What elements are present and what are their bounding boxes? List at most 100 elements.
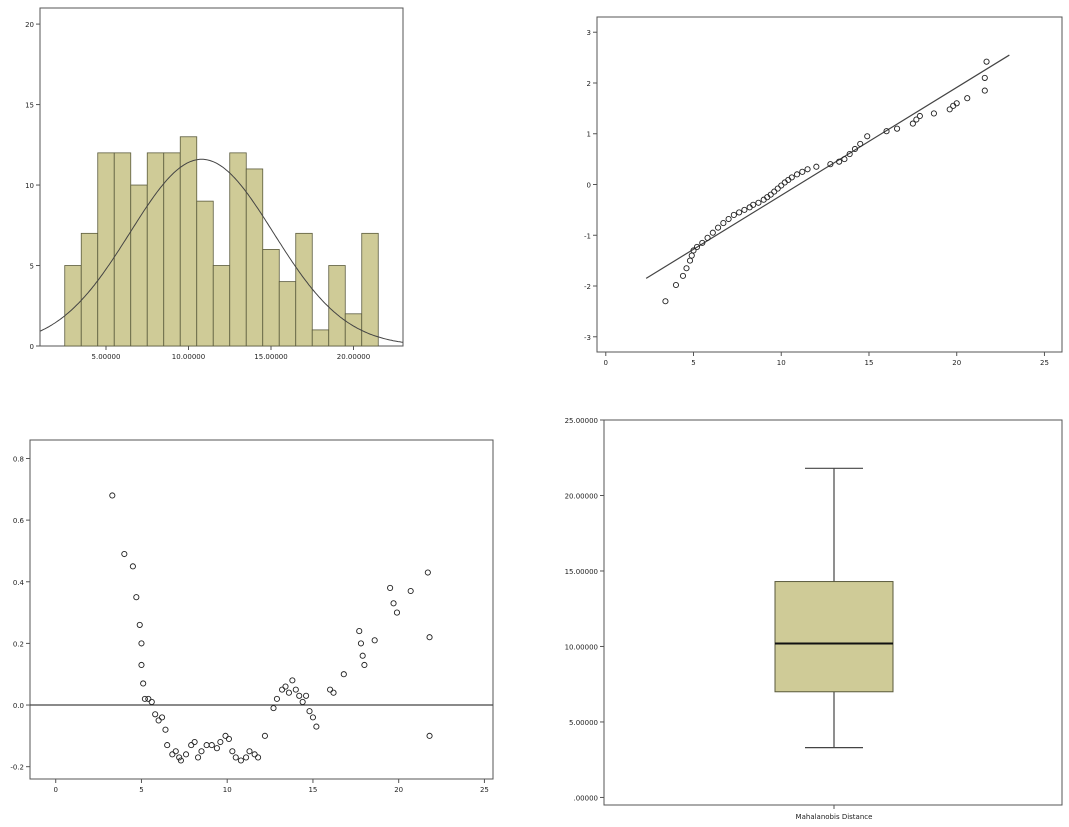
data-point [289,677,296,684]
x-tick-label: 15 [308,786,317,794]
y-tick-label: 3 [587,29,591,37]
data-point [679,272,687,279]
x-tick-label: 5.00000 [92,353,121,361]
interquartile-box [774,581,894,693]
data-point [152,711,159,718]
data-point [176,754,183,761]
y-tick-label: 0.6 [13,517,25,525]
data-point [327,686,334,693]
data-point [340,671,347,678]
data-point [983,58,990,65]
x-tick-label: 25 [1040,359,1049,367]
histogram-bar [361,232,379,347]
data-point [140,680,147,687]
histogram-bar [97,152,115,347]
data-point [741,206,748,213]
data-point [424,569,431,576]
data-point [133,594,140,601]
data-point [683,265,690,272]
data-point [191,738,198,746]
y-tick-label: 5.00000 [569,719,598,727]
data-point [750,201,757,208]
x-tick-label: 25 [480,786,489,794]
data-point [188,742,195,749]
data-point [208,742,215,749]
data-point [981,74,988,81]
x-axis-label: Mahalanobis Distance [796,813,873,821]
histogram-bar [212,265,231,347]
data-point [846,150,853,158]
y-tick-label: 25.00000 [565,417,598,425]
data-point [246,748,253,755]
data-point [158,714,166,721]
data-point [229,748,236,755]
data-point [172,748,179,755]
x-tick-label: 15 [865,359,874,367]
normal-curve [39,158,404,343]
x-tick-label: 20 [952,359,961,367]
data-point [356,628,363,635]
data-point [162,726,169,733]
data-point [426,732,433,739]
data-point [261,732,268,739]
y-tick-label: 2 [587,80,591,88]
data-point [359,652,366,659]
y-tick-label: -2 [584,283,591,291]
histogram-panel: 5.00000 10.00000 15.00000 20.00000 0 5 10 15 20 [25,7,404,361]
y-tick-label: 15 [25,102,34,110]
data-point [145,695,152,702]
data-point [225,735,232,742]
histogram-bar [311,329,330,347]
data-point [788,174,795,181]
data-point [804,166,811,173]
reference-line [645,54,1010,279]
data-point [299,698,306,706]
histogram-bar [64,265,82,347]
x-tick-label: 0 [53,786,57,794]
y-tick-label: 0.8 [13,455,24,463]
data-point [292,686,299,693]
histogram-bar [146,152,165,347]
data-point [232,754,239,761]
data-point [296,692,303,699]
data-point [393,609,401,616]
data-point [243,754,250,761]
data-point [672,281,680,289]
data-point [357,640,365,647]
y-tick-label: 5 [30,263,34,271]
data-point [279,686,286,693]
data-point [138,640,145,647]
data-point [313,723,320,730]
plot-frame [596,16,1063,353]
data-point [306,708,313,715]
data-point [720,220,727,227]
y-tick-label: 20 [25,21,34,29]
data-point [148,698,155,706]
data-point [129,563,136,570]
y-tick-label: -0.2 [10,764,24,772]
y-tick-label: 15.00000 [565,568,598,576]
histogram-bar [113,152,132,347]
x-tick-label: 5 [139,786,143,794]
y-tick-label: -1 [584,232,591,240]
data-point [778,182,785,189]
x-tick-label: 5 [691,359,695,367]
data-point [755,199,762,206]
data-point [282,683,289,690]
x-tick-label: 15.00000 [254,353,287,361]
data-point [767,191,774,198]
data-point [330,689,337,696]
data-point [213,745,220,752]
data-point [285,689,292,696]
data-point [916,112,923,120]
data-point [699,239,706,246]
data-point [715,224,722,231]
data-point [736,209,743,216]
data-point [662,298,669,305]
histogram-bar [262,249,280,347]
histogram-bar [344,313,363,347]
y-tick-label: -3 [584,334,591,342]
data-point [217,738,224,746]
boxplot-panel: .00000 5.00000 10.00000 15.00000 20.00000 25.… [565,417,1063,821]
data-point [793,171,801,178]
